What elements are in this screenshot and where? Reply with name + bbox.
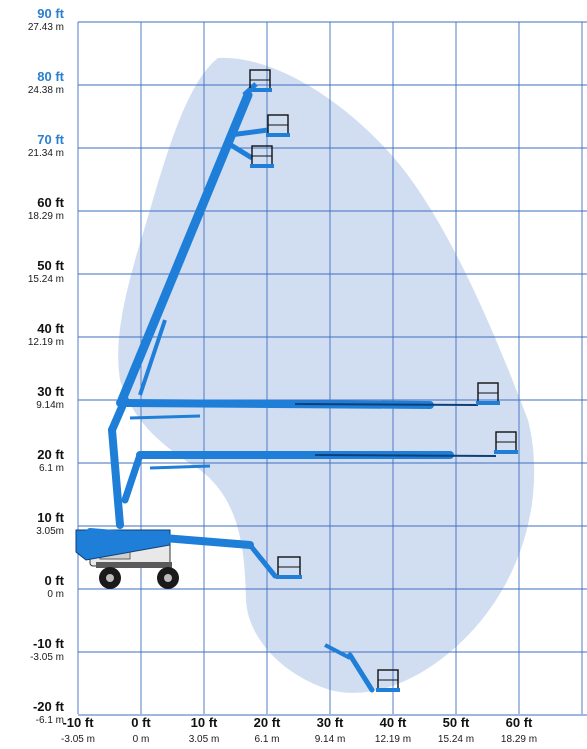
y-tick-m-label: -6.1 m [36, 715, 64, 726]
boom-lift-illustration [75, 69, 518, 693]
x-tick-ft-label: 30 ft [317, 715, 344, 730]
y-tick-m-label: 27.43 m [28, 22, 64, 33]
y-tick-ft-label: -20 ft [33, 699, 65, 714]
x-tick-ft-label: 0 ft [131, 715, 151, 730]
x-tick-ft-label: -10 ft [62, 715, 94, 730]
main-boom-cylinder [138, 319, 167, 396]
y-tick-m-label: 0 m [47, 589, 64, 600]
y-tick-ft-label: 90 ft [37, 6, 64, 21]
y-tick-ft-label: 70 ft [37, 132, 64, 147]
boom-below-grade [324, 643, 351, 660]
chassis-frame [96, 562, 172, 568]
y-tick-m-label: 18.29 m [28, 211, 64, 222]
y-tick-ft-label: 80 ft [37, 69, 64, 84]
y-tick-m-label: 9.14m [36, 400, 64, 411]
x-tick-m-label: 3.05 m [189, 734, 220, 745]
platform-below-grade [376, 669, 400, 692]
boom-horizontal-22ft-ext [314, 454, 497, 457]
y-tick-ft-label: 60 ft [37, 195, 64, 210]
stowed-boom [86, 528, 254, 549]
x-tick-m-label: 12.19 m [375, 734, 411, 745]
platform-80ft [248, 69, 272, 92]
y-tick-ft-label: 50 ft [37, 258, 64, 273]
y-tick-m-label: 12.19 m [28, 337, 64, 348]
y-tick-m-label: 6.1 m [39, 463, 64, 474]
x-tick-m-label: 9.14 m [315, 734, 346, 745]
working-envelope [118, 57, 535, 693]
jib-mid [229, 127, 269, 138]
x-tick-m-label: 18.29 m [501, 734, 537, 745]
boom-horizontal-30ft-cyl [129, 414, 201, 420]
platform-70ft [250, 145, 274, 168]
y-tick-m-label: 24.38 m [28, 85, 64, 96]
y-tick-m-label: 3.05m [36, 526, 64, 537]
platform-low [276, 556, 302, 579]
x-tick-ft-label: 60 ft [506, 715, 533, 730]
x-tick-ft-label: 10 ft [191, 715, 218, 730]
riser-lower [108, 426, 124, 529]
x-tick-m-label: 0 m [133, 734, 150, 745]
platform-22ft [494, 431, 518, 454]
x-tick-m-label: 6.1 m [254, 734, 279, 745]
jib-lower [224, 139, 254, 161]
y-tick-m-label: 21.34 m [28, 148, 64, 159]
x-tick-ft-label: 20 ft [254, 715, 281, 730]
x-tick-ft-label: 40 ft [380, 715, 407, 730]
y-tick-ft-label: 40 ft [37, 321, 64, 336]
x-tick-m-label: -3.05 m [61, 734, 95, 745]
wheel-front-hub [164, 574, 172, 582]
y-tick-ft-label: 0 ft [45, 573, 65, 588]
riser-mid [121, 451, 144, 504]
boom-horizontal-22ft-cyl [149, 464, 211, 470]
y-tick-m-label: -3.05 m [30, 652, 64, 663]
grid-lines [77, 21, 587, 716]
y-tick-ft-label: -10 ft [33, 636, 65, 651]
y-tick-m-label: 15.24 m [28, 274, 64, 285]
x-tick-m-label: 15.24 m [438, 734, 474, 745]
x-tick-ft-label: 50 ft [443, 715, 470, 730]
wheel-rear-hub [106, 574, 114, 582]
jib-below-grade [347, 652, 375, 693]
y-tick-ft-label: 20 ft [37, 447, 64, 462]
y-tick-ft-label: 10 ft [37, 510, 64, 525]
stowed-jib [247, 542, 278, 579]
y-tick-ft-label: 30 ft [37, 384, 64, 399]
x-axis-labels: -10 ft -3.05 m 0 ft 0 m 10 ft 3.05 m 20 ft 6.1 … [61, 715, 537, 745]
platform-30ft [476, 382, 500, 405]
boom-horizontal-30ft-ext [294, 403, 479, 406]
main-boom-raised [117, 90, 253, 405]
platform-75ft [266, 114, 290, 137]
